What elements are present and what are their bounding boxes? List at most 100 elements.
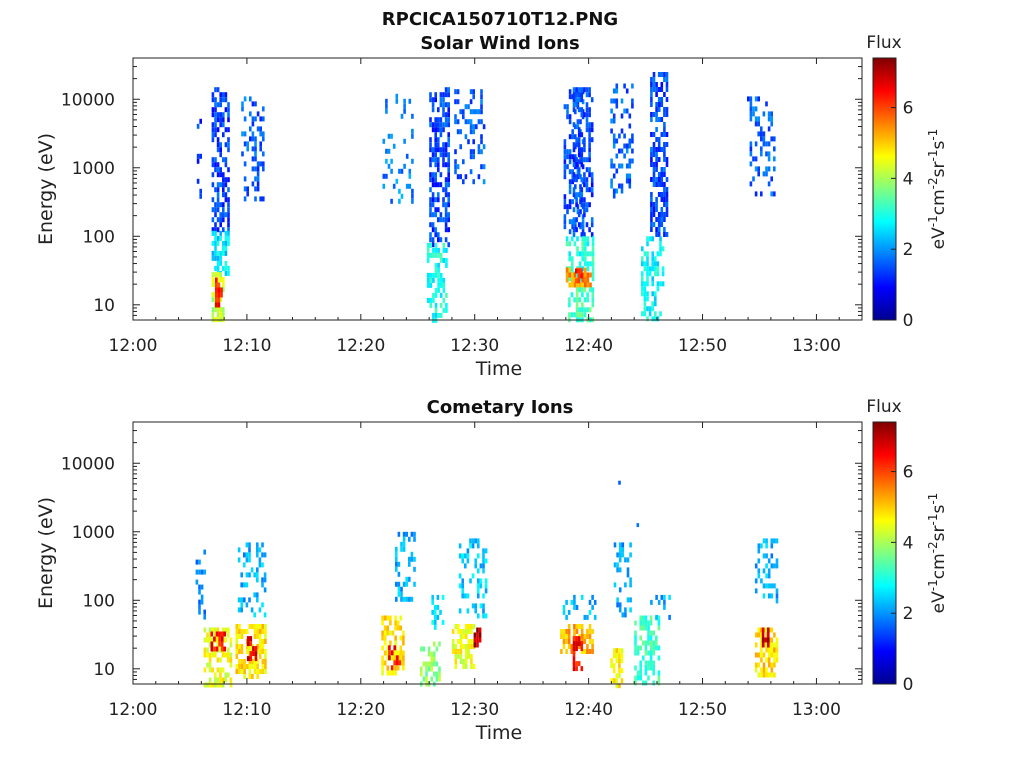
data-cell bbox=[224, 265, 228, 271]
data-cell bbox=[461, 578, 464, 584]
data-cell bbox=[256, 624, 259, 629]
data-cell bbox=[439, 152, 443, 158]
data-cell bbox=[577, 268, 581, 274]
data-cell bbox=[259, 196, 262, 202]
figure-title: RPCICA150710T12.PNG bbox=[382, 9, 618, 30]
data-cell bbox=[773, 146, 776, 152]
data-cell bbox=[243, 131, 247, 137]
data-cell bbox=[434, 142, 437, 148]
data-cell bbox=[760, 652, 763, 658]
data-cell bbox=[403, 138, 406, 144]
data-cell bbox=[217, 282, 221, 288]
data-cell bbox=[639, 665, 642, 671]
data-cell bbox=[620, 668, 624, 674]
data-cell bbox=[657, 97, 661, 102]
data-cell bbox=[567, 609, 571, 615]
data-cell bbox=[254, 146, 257, 152]
data-cell bbox=[429, 142, 432, 148]
data-cell bbox=[408, 556, 411, 562]
data-cell bbox=[474, 608, 477, 614]
data-cell bbox=[437, 217, 440, 223]
data-cell bbox=[575, 287, 579, 293]
data-cell bbox=[216, 127, 220, 133]
data-cell bbox=[436, 604, 440, 610]
data-cell bbox=[397, 581, 401, 587]
data-cell bbox=[631, 133, 634, 139]
data-cell bbox=[454, 664, 458, 669]
data-cell bbox=[615, 138, 619, 144]
data-cell bbox=[434, 117, 437, 123]
data-cell bbox=[568, 154, 572, 160]
data-cell bbox=[478, 637, 482, 643]
data-cell bbox=[754, 563, 758, 569]
data-cell bbox=[762, 141, 766, 147]
data-cell bbox=[264, 624, 267, 629]
data-cell bbox=[216, 307, 220, 313]
data-cell bbox=[439, 102, 443, 108]
data-cell bbox=[383, 660, 387, 666]
data-cell bbox=[219, 202, 222, 208]
data-cell bbox=[613, 562, 617, 568]
data-cell bbox=[628, 178, 632, 184]
data-cell bbox=[243, 674, 246, 679]
data-cell bbox=[439, 182, 443, 188]
data-cell bbox=[227, 102, 230, 108]
data-cell bbox=[568, 149, 572, 155]
data-cell bbox=[246, 141, 249, 147]
data-cell bbox=[459, 144, 462, 150]
data-cell bbox=[454, 624, 458, 629]
data-cell bbox=[472, 109, 475, 115]
data-cell bbox=[657, 675, 661, 681]
data-cell bbox=[402, 635, 405, 641]
data-cell bbox=[397, 571, 401, 577]
data-cell bbox=[760, 191, 763, 197]
data-cell bbox=[773, 672, 776, 678]
data-cell bbox=[657, 157, 661, 162]
data-cell bbox=[615, 83, 619, 89]
data-cell bbox=[610, 663, 613, 669]
data-cell bbox=[568, 134, 572, 140]
data-cell bbox=[583, 614, 587, 620]
data-cell bbox=[216, 235, 220, 241]
data-cell bbox=[221, 667, 225, 673]
data-cell bbox=[663, 232, 666, 237]
data-cell bbox=[469, 149, 473, 155]
data-cell bbox=[643, 296, 647, 302]
data-cell bbox=[402, 541, 406, 547]
data-cell bbox=[444, 192, 448, 198]
data-cell bbox=[660, 192, 664, 197]
data-cell bbox=[770, 667, 774, 673]
data-cell bbox=[395, 581, 398, 587]
data-cell bbox=[254, 136, 257, 142]
data-cell bbox=[775, 538, 779, 544]
data-cell bbox=[577, 273, 581, 279]
data-cell bbox=[567, 644, 571, 649]
data-cell bbox=[254, 156, 257, 162]
data-cell bbox=[580, 624, 584, 629]
data-cell bbox=[657, 107, 661, 112]
data-cell bbox=[575, 646, 578, 652]
data-cell bbox=[457, 639, 460, 644]
data-cell bbox=[661, 246, 665, 252]
data-cell bbox=[437, 117, 440, 123]
data-cell bbox=[580, 268, 583, 274]
data-cell bbox=[578, 251, 582, 257]
data-cell bbox=[390, 650, 394, 656]
data-cell bbox=[775, 588, 779, 594]
data-cell bbox=[254, 186, 257, 192]
data-cell bbox=[433, 651, 436, 657]
data-cell bbox=[216, 202, 220, 208]
data-cell bbox=[211, 132, 215, 138]
data-cell bbox=[382, 183, 386, 189]
data-cell bbox=[575, 202, 578, 208]
data-cell bbox=[650, 197, 653, 202]
data-cell bbox=[434, 609, 437, 615]
data-cell bbox=[749, 116, 753, 122]
data-cell bbox=[243, 176, 247, 182]
data-cell bbox=[752, 176, 755, 182]
data-cell bbox=[447, 242, 450, 248]
data-cell bbox=[650, 177, 653, 182]
data-cell bbox=[211, 122, 215, 128]
data-cell bbox=[757, 672, 761, 678]
y-tick-label: 10 bbox=[93, 296, 115, 316]
